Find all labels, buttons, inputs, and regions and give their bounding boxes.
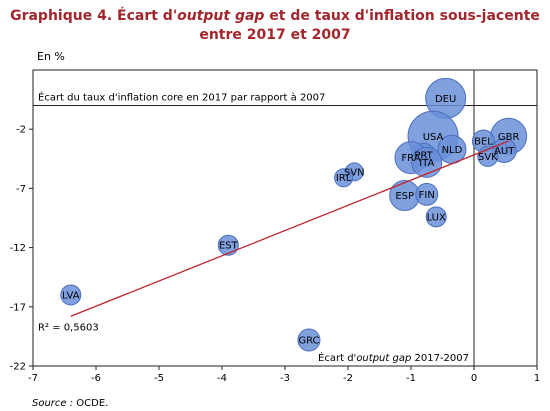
trend-line	[70, 140, 509, 317]
x-tick-label: -1	[406, 373, 416, 384]
source-text: OCDE.	[73, 398, 109, 409]
bubble-label-ita: ITA	[419, 158, 434, 169]
chart-title-line-1: Graphique 4. Écart d'output gap et de ta…	[0, 8, 550, 24]
x-tick-label: -6	[91, 373, 101, 384]
bubble-label-usa: USA	[423, 132, 444, 143]
x-tick-label: -4	[217, 373, 227, 384]
unit-label: En %	[37, 50, 65, 63]
x-tick-label: -5	[154, 373, 164, 384]
bubble-label-aut: AUT	[494, 146, 515, 157]
bubble-label-nld: NLD	[442, 145, 463, 156]
bubble-label-fin: FIN	[419, 190, 435, 201]
y-tick-label: -2	[16, 125, 26, 136]
plot-frame	[32, 69, 538, 367]
chart-title-part2: et de taux d'inflation sous-jacente	[264, 8, 540, 24]
y-tick-label: -17	[10, 302, 26, 313]
bubble-lux	[425, 206, 447, 228]
bubble-ita	[411, 146, 443, 178]
y-tick-label: -22	[10, 362, 26, 373]
bubble-label-lux: LUX	[427, 212, 446, 223]
y-axis-title: Écart du taux d'inflation core en 2017 p…	[38, 91, 325, 104]
source-label: Source :	[32, 398, 74, 409]
bubble-irl	[334, 168, 354, 188]
x-tick-label: -7	[28, 373, 38, 384]
chart-title-line-2: entre 2017 et 2007	[199, 27, 351, 43]
bubble-label-deu: DEU	[435, 94, 456, 105]
bubble-label-bel: BEL	[474, 137, 493, 148]
bubble-lva	[60, 284, 82, 306]
bubble-label-fra: FRA	[401, 153, 420, 164]
bubble-label-prt: PRT	[414, 151, 433, 162]
x-axis-title: Écart d'output gap 2017-2007	[318, 351, 469, 364]
bubble-grc	[297, 328, 321, 352]
bubble-label-est: EST	[219, 241, 239, 252]
x-tick-label: 0	[471, 373, 477, 384]
r2-annotation: R² = 0,5603	[38, 322, 99, 333]
bubble-label-esp: ESP	[395, 191, 414, 202]
y-tick-label: -7	[16, 184, 26, 195]
x-tick-label: 1	[534, 373, 540, 384]
bubble-label-lva: LVA	[62, 290, 80, 301]
bubble-label-irl: IRL	[336, 173, 352, 184]
bubble-label-svk: SVK	[478, 152, 498, 163]
chart-title-part1: Graphique 4. Écart d'	[10, 8, 178, 24]
y-tick-label: -12	[10, 243, 26, 254]
source-note: Source : OCDE.	[32, 398, 108, 409]
x-tick-label: -2	[343, 373, 353, 384]
x-tick-label: -3	[280, 373, 290, 384]
bubble-fin	[415, 182, 439, 206]
bubble-est	[217, 234, 239, 256]
bubble-label-svn: SVN	[344, 167, 365, 178]
bubble-label-gbr: GBR	[498, 132, 520, 143]
bubble-label-grc: GRC	[298, 335, 319, 346]
chart-title-italic: output gap	[177, 8, 265, 24]
